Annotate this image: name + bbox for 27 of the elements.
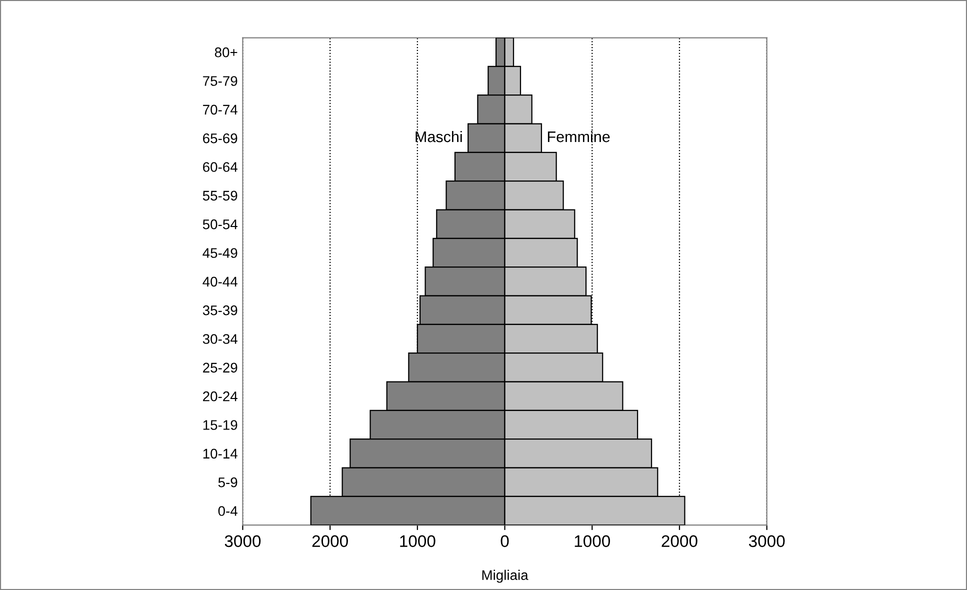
y-tick-label: 45-49 [202, 248, 238, 258]
x-tick-label: 1000 [400, 535, 436, 548]
series-label: Femmine [548, 130, 610, 142]
y-tick-label: 10-14 [203, 448, 238, 459]
y-tick-label: 50-54 [202, 219, 238, 230]
y-tick-label: 0-4 [218, 506, 238, 516]
y-tick-label: 30-34 [202, 334, 238, 344]
x-tick-label: 0 [500, 535, 509, 548]
y-tick-label: 40-44 [202, 276, 238, 287]
series-label: Maschi [416, 130, 462, 142]
x-tick-label: 3000 [748, 535, 785, 548]
y-tick-label: 20-24 [203, 391, 238, 402]
y-tick-label: 5-9 [218, 477, 238, 488]
x-tick-label: 2000 [312, 535, 348, 548]
y-tick-label: 35-39 [202, 305, 238, 316]
y-tick-label: 70-74 [203, 104, 238, 115]
x-tick-label: 3000 [224, 535, 261, 548]
y-tick-label: 55-59 [202, 190, 238, 201]
y-tick-label: 75-79 [203, 76, 238, 86]
y-tick-label: 65-69 [203, 133, 238, 144]
x-tick-label: 1000 [574, 535, 610, 548]
y-tick-label: 60-64 [203, 162, 238, 172]
y-tick-label: 15-19 [203, 420, 238, 430]
y-tick-label: 25-29 [203, 362, 238, 373]
x-axis-title: Migliaia [482, 570, 528, 583]
x-tick-label: 2000 [662, 535, 698, 548]
y-tick-label: 80+ [214, 47, 238, 58]
